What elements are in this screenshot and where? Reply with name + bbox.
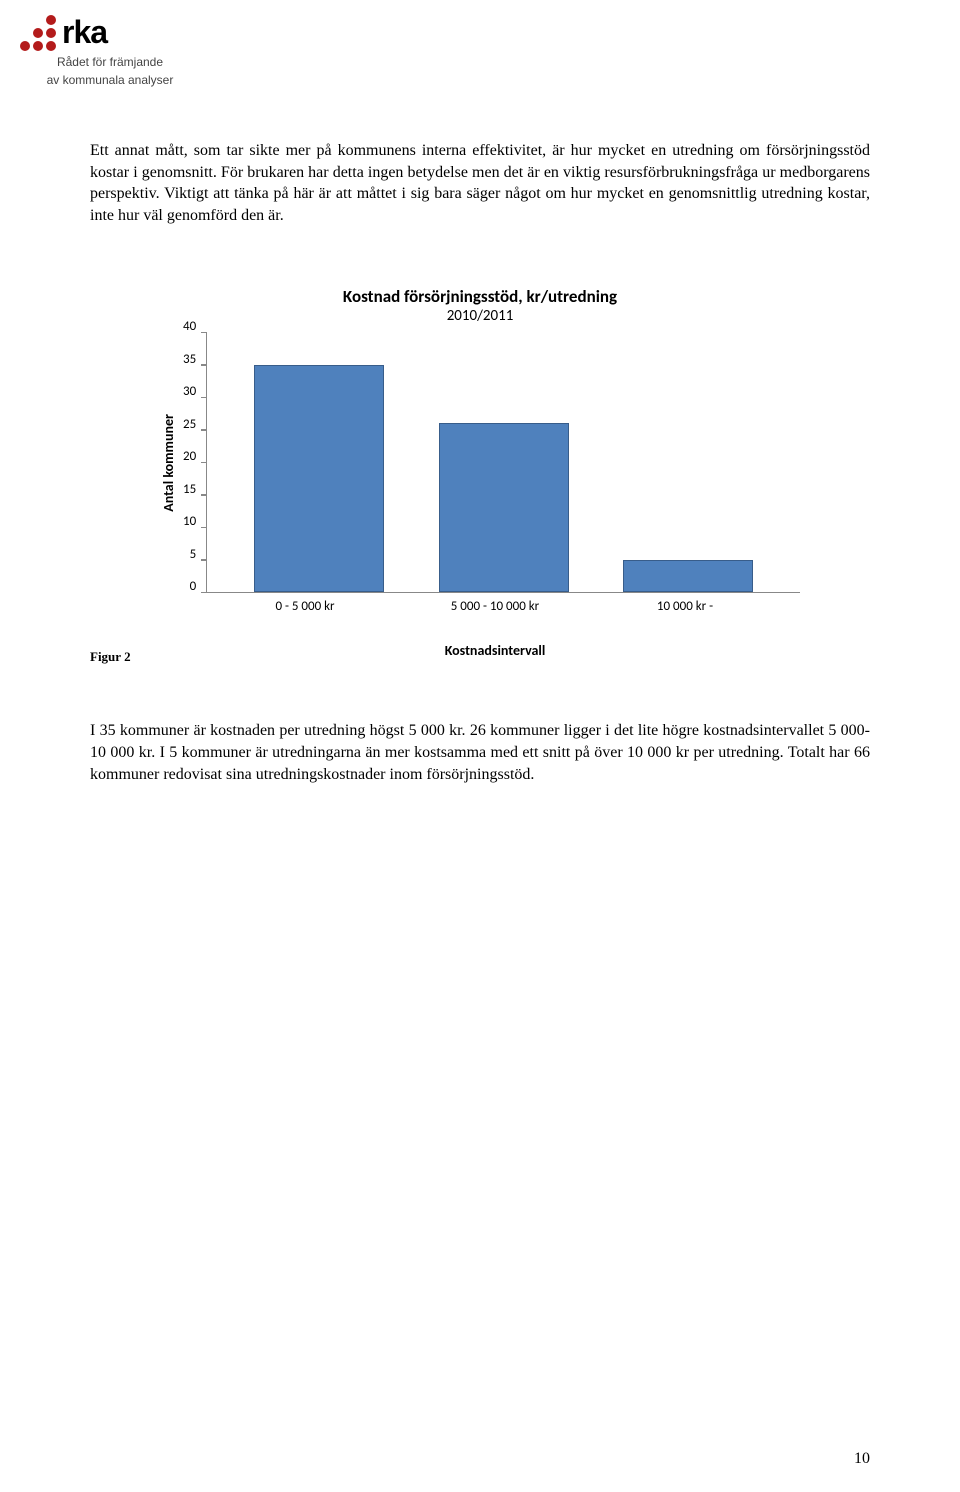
logo-text: rka [62, 14, 107, 51]
chart-plot-area [206, 333, 800, 593]
logo-dot [33, 15, 43, 25]
paragraph-text: I 35 kommuner är kostnaden per utredning… [90, 720, 870, 785]
chart-bar [623, 560, 753, 593]
figure-caption: Figur 2 [90, 649, 131, 665]
y-tick-mark [201, 332, 207, 334]
y-tick-mark [201, 592, 207, 594]
x-tick-label: 10 000 kr - [610, 599, 760, 614]
chart-subtitle: 2010/2011 [447, 307, 514, 325]
y-tick-mark [201, 494, 207, 496]
logo-subtitle-1: Rådet för främjande [20, 55, 200, 69]
chart-bar [254, 365, 384, 593]
logo-dots [20, 15, 56, 51]
logo-dot [33, 41, 43, 51]
y-tick-mark [201, 462, 207, 464]
chart-y-axis-ticks: 4035302520151050 [183, 333, 200, 593]
chart-y-axis-label: Antal kommuner [160, 414, 177, 512]
x-tick-label: 0 - 5 000 kr [230, 599, 380, 614]
y-tick-mark [201, 397, 207, 399]
logo-dot [46, 15, 56, 25]
paragraph-text: Ett annat mått, som tar sikte mer på kom… [90, 140, 870, 226]
page-number: 10 [854, 1450, 870, 1468]
logo-dot [46, 28, 56, 38]
logo-dot [33, 28, 43, 38]
logo: rka Rådet för främjande av kommunala ana… [20, 14, 200, 88]
y-tick-mark [201, 559, 207, 561]
logo-subtitle-2: av kommunala analyser [20, 73, 200, 87]
y-tick-mark [201, 429, 207, 431]
logo-dot [20, 41, 30, 51]
chart-x-axis-labels: 0 - 5 000 kr 5 000 - 10 000 kr 10 000 kr - [160, 593, 800, 614]
chart-bar [439, 423, 569, 592]
chart-title: Kostnad försörjningsstöd, kr/utredning [343, 286, 617, 307]
y-tick-mark [201, 527, 207, 529]
body-paragraph-1: Ett annat mått, som tar sikte mer på kom… [90, 140, 870, 226]
x-tick-label: 5 000 - 10 000 kr [420, 599, 570, 614]
chart-container: Kostnad försörjningsstöd, kr/utredning 2… [90, 286, 870, 665]
body-paragraph-2: I 35 kommuner är kostnaden per utredning… [90, 720, 870, 785]
y-tick-mark [201, 364, 207, 366]
logo-dot [20, 15, 30, 25]
logo-dot [46, 41, 56, 51]
logo-dot [20, 28, 30, 38]
chart-x-axis-title: Kostnadsintervall [415, 642, 546, 659]
